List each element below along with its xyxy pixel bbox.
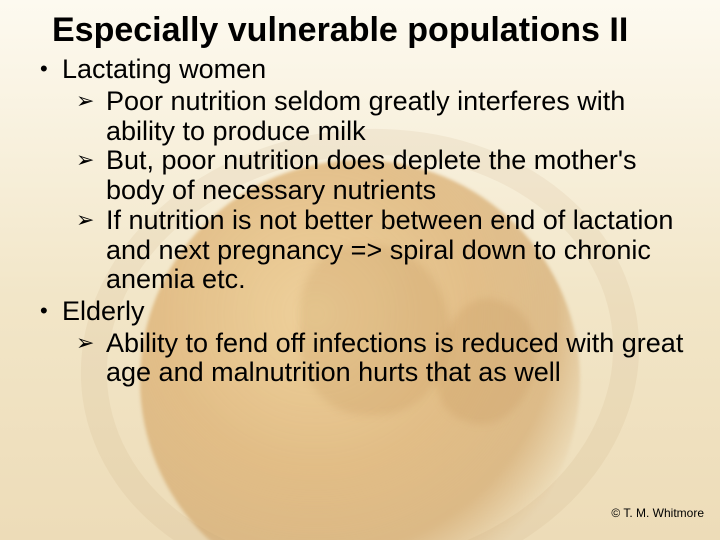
list-item: Elderly Ability to fend off infections i… [40, 297, 698, 388]
sub-list: Ability to fend off infections is reduce… [62, 329, 698, 388]
bullet-label: Elderly [62, 296, 145, 326]
sub-item: Poor nutrition seldom greatly interferes… [76, 87, 698, 146]
slide-title: Especially vulnerable populations II [52, 12, 698, 49]
bullet-label: Lactating women [62, 54, 266, 84]
bullet-list: Lactating women Poor nutrition seldom gr… [22, 55, 698, 388]
slide-content: Especially vulnerable populations II Lac… [0, 0, 720, 540]
slide: Especially vulnerable populations II Lac… [0, 0, 720, 540]
list-item: Lactating women Poor nutrition seldom gr… [40, 55, 698, 295]
sub-item: But, poor nutrition does deplete the mot… [76, 146, 698, 205]
sub-item: If nutrition is not better between end o… [76, 206, 698, 295]
copyright-text: © T. M. Whitmore [611, 506, 704, 520]
sub-list: Poor nutrition seldom greatly interferes… [62, 87, 698, 295]
sub-item: Ability to fend off infections is reduce… [76, 329, 698, 388]
